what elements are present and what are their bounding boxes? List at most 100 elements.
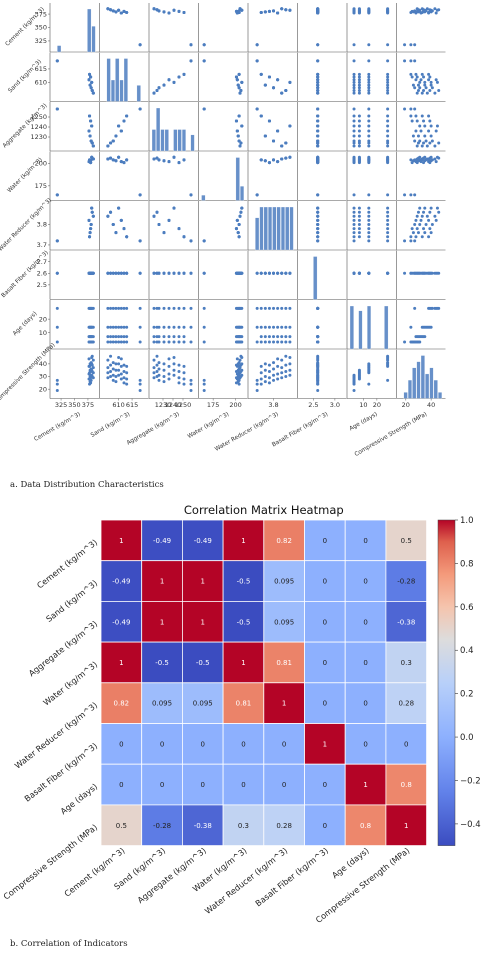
pair-cell-3-2 bbox=[148, 151, 198, 201]
hist-bar bbox=[438, 392, 443, 399]
scatter-point bbox=[237, 86, 241, 90]
scatter-point bbox=[433, 7, 437, 11]
scatter-point bbox=[409, 59, 413, 63]
scatter-point bbox=[316, 155, 320, 159]
scatter-point bbox=[119, 357, 123, 361]
heatmap-cell-1-7: -0.28 bbox=[385, 560, 427, 602]
scatter-point bbox=[90, 271, 94, 275]
scatter-point bbox=[237, 222, 241, 226]
scatter-point bbox=[420, 325, 424, 329]
heatmap-cell-value: 1 bbox=[119, 537, 123, 545]
scatter-point bbox=[111, 158, 115, 162]
heatmap-cell bbox=[141, 641, 183, 684]
scatter-point bbox=[122, 381, 126, 385]
heatmap-cell bbox=[181, 682, 224, 724]
heatmap-cell-0-6: 0 bbox=[344, 519, 387, 562]
scatter-point bbox=[167, 160, 171, 164]
scatter-point bbox=[352, 377, 356, 381]
scatter-point bbox=[416, 141, 420, 145]
hist-bar bbox=[349, 305, 354, 350]
scatter-point bbox=[88, 271, 92, 275]
pair-cell-3-6 bbox=[346, 151, 396, 201]
scatter-point bbox=[125, 235, 129, 239]
scatter-point bbox=[316, 193, 320, 197]
scatter-point bbox=[109, 141, 113, 145]
scatter-point bbox=[240, 8, 244, 12]
scatter-point bbox=[88, 371, 92, 375]
scatter-point bbox=[413, 193, 417, 197]
scatter-point bbox=[109, 271, 113, 275]
scatter-point bbox=[288, 271, 292, 275]
scatter-point bbox=[202, 43, 206, 47]
scatter-point bbox=[316, 364, 320, 368]
scatter-point bbox=[259, 158, 263, 162]
scatter-point bbox=[420, 271, 424, 275]
scatter-point bbox=[106, 335, 110, 339]
scatter-point bbox=[272, 158, 276, 162]
heatmap-cell bbox=[181, 601, 224, 643]
scatter-point bbox=[111, 340, 115, 344]
scatter-point bbox=[152, 306, 156, 310]
heatmap-cell-value: -0.5 bbox=[155, 659, 169, 667]
scatter-point bbox=[316, 340, 320, 344]
scatter-point bbox=[202, 378, 206, 382]
scatter-point bbox=[117, 155, 121, 159]
scatter-point bbox=[111, 9, 115, 13]
scatter-point bbox=[202, 59, 206, 63]
heatmap-cell-3-2: -0.5 bbox=[181, 641, 224, 684]
caption-a: a. Data Distribution Characteristics bbox=[10, 480, 164, 490]
scatter-point bbox=[106, 371, 110, 375]
scatter-point bbox=[357, 235, 361, 239]
scatter-point bbox=[316, 161, 320, 165]
heatmap-cell-4-3: 0.81 bbox=[222, 682, 265, 724]
scatter-point bbox=[352, 373, 356, 377]
scatter-point bbox=[386, 239, 390, 243]
scatter-point bbox=[182, 340, 186, 344]
scatter-point bbox=[138, 325, 142, 329]
scatter-point bbox=[276, 78, 280, 82]
scatter-point bbox=[237, 340, 241, 344]
heatmap-cell-1-6: 0 bbox=[344, 560, 387, 602]
heatmap-cell-value: 1 bbox=[160, 578, 164, 586]
scatter-point bbox=[357, 218, 361, 222]
heatmap-cell bbox=[141, 723, 183, 765]
heatmap-cell-0-4: 0.82 bbox=[263, 519, 305, 562]
scatter-point bbox=[117, 340, 121, 344]
scatter-point bbox=[234, 340, 238, 344]
scatter-point bbox=[276, 335, 280, 339]
heatmap-col-label: Aggregate (kg/m^3) bbox=[135, 845, 208, 905]
heatmap-cell bbox=[222, 682, 265, 724]
scatter-point bbox=[416, 210, 420, 214]
scatter-point bbox=[259, 306, 263, 310]
hist-bar bbox=[177, 129, 182, 152]
scatter-point bbox=[430, 86, 434, 90]
scatter-point bbox=[352, 388, 356, 392]
scatter-point bbox=[429, 206, 433, 210]
scatter-point bbox=[189, 325, 193, 329]
y-tick-label: 10 bbox=[39, 329, 47, 337]
scatter-point bbox=[162, 306, 166, 310]
scatter-point bbox=[352, 227, 356, 231]
scatter-point bbox=[409, 43, 413, 47]
scatter-point bbox=[167, 364, 171, 368]
scatter-point bbox=[409, 72, 413, 76]
x-tick-label: 3.8 bbox=[268, 401, 278, 409]
scatter-point bbox=[427, 129, 431, 133]
scatter-point bbox=[284, 88, 288, 92]
scatter-point bbox=[420, 72, 424, 76]
pair-cell-2-0 bbox=[49, 102, 99, 152]
scatter-point bbox=[117, 8, 121, 12]
scatter-point bbox=[288, 362, 292, 366]
pair-cell-2-3 bbox=[198, 102, 248, 152]
scatter-point bbox=[410, 75, 414, 79]
heatmap-cell bbox=[100, 763, 143, 806]
scatter-point bbox=[263, 10, 267, 14]
hist-bar bbox=[151, 129, 156, 152]
heatmap-cell bbox=[263, 804, 305, 846]
scatter-point bbox=[422, 75, 426, 79]
y-tick-label: 1240 bbox=[30, 123, 47, 131]
scatter-point bbox=[276, 357, 280, 361]
scatter-point bbox=[172, 373, 176, 377]
scatter-point bbox=[357, 161, 361, 165]
scatter-point bbox=[280, 371, 284, 375]
